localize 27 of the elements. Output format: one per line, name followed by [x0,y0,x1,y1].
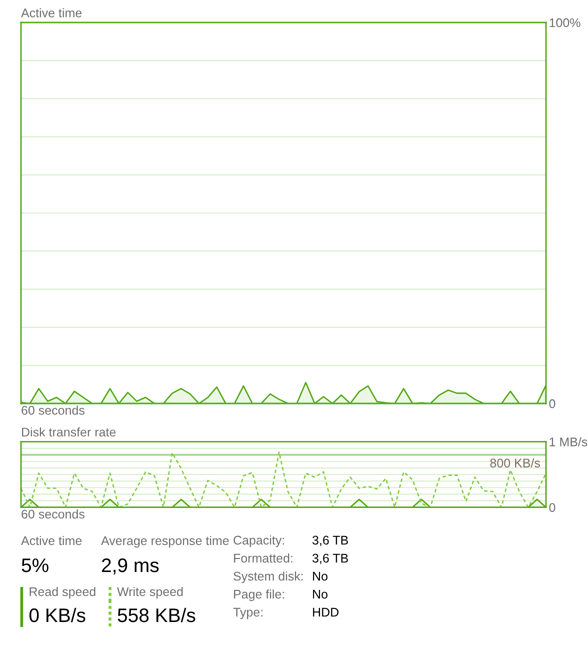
text: 558 KB/s [118,608,196,622]
text: 3,6 TB [312,554,348,564]
text: Type: [233,608,262,620]
text: 3,6 TB [312,536,348,546]
x-axis-title: 60 seconds [22,406,84,415]
y-tick-label: 1 MB/s [550,437,588,446]
text: HDD [313,608,338,616]
legend-label: Read speed [30,586,96,599]
text: Active time [21,536,82,546]
text: Average response time [101,536,229,548]
text: System disk: [234,571,303,584]
text: Page file: [234,589,284,602]
y-tick-label: 0 [549,399,556,408]
y-tick-label: 100% [550,18,580,28]
text: Capacity: [234,535,284,548]
text: No [313,590,328,599]
ref-line-label: 800 KB/s [490,458,540,468]
legend-label: Write speed [117,586,183,599]
text: Formatted: [234,553,292,563]
text: 0 KB/s [29,608,86,622]
chart-title: Disk transfer rate [22,427,116,437]
text: No [313,572,328,581]
chart-title: Active time [21,8,82,18]
text: 5% [22,558,48,572]
y-tick-label: 0 [549,503,556,512]
text: 2,9 ms [102,558,159,574]
x-axis-title: 60 seconds [22,509,84,519]
